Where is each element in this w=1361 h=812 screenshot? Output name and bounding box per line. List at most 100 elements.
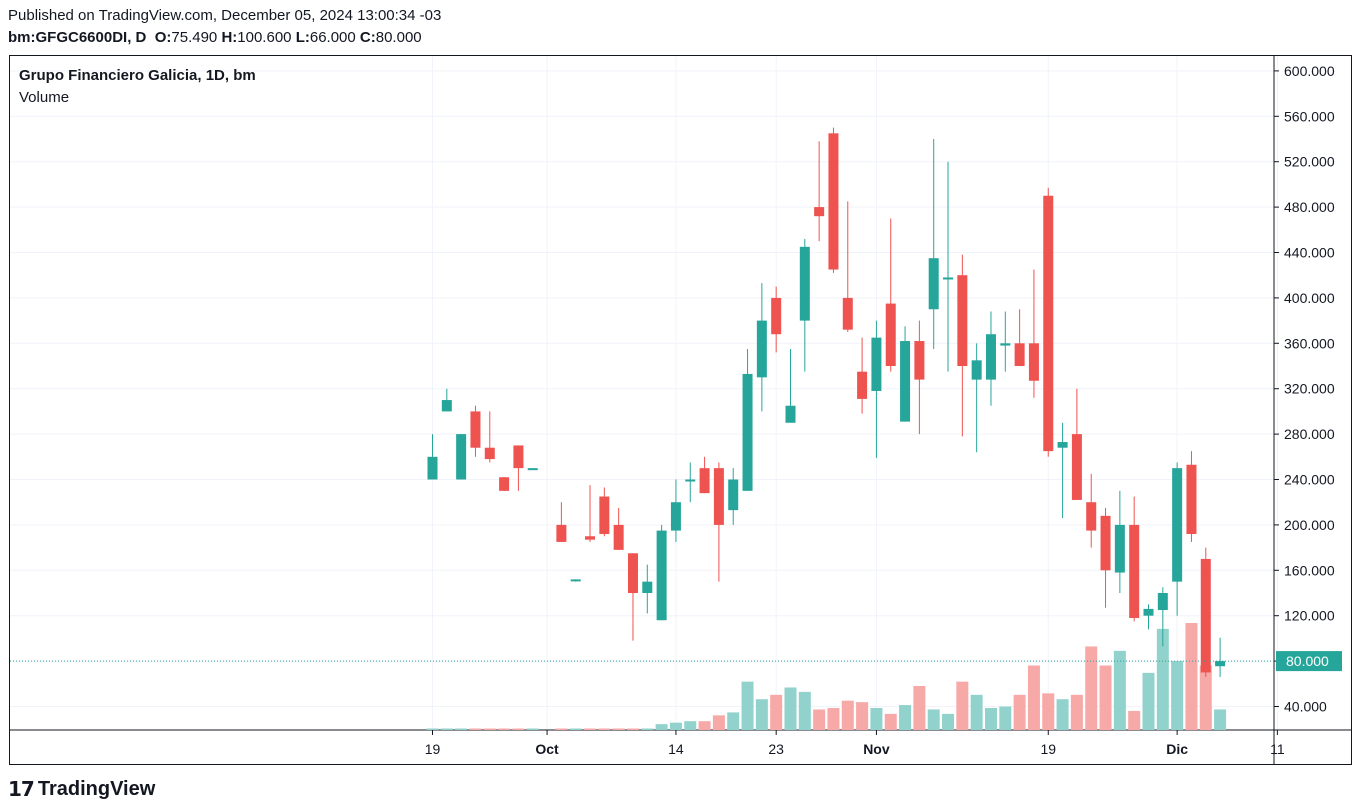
candle-body (1014, 343, 1025, 366)
volume-bar (813, 709, 826, 730)
candle-body (1215, 661, 1226, 667)
time-tick-label: Oct (535, 741, 559, 757)
time-tick-label: 14 (668, 741, 684, 757)
candle-body (613, 524, 624, 550)
candle-body (470, 411, 481, 448)
volume-bar (1113, 650, 1126, 730)
volume-bar (698, 721, 711, 730)
price-tick-label: 480.000 (1284, 199, 1335, 215)
volume-bar (770, 694, 783, 730)
candle-body (771, 297, 782, 335)
candle-body (742, 373, 753, 491)
volume-bar (870, 708, 883, 730)
volume-bar (884, 713, 897, 730)
price-tick-label: 120.000 (1284, 608, 1335, 624)
candle-body (957, 275, 968, 366)
volume-bar (626, 728, 639, 730)
candle-body (914, 341, 925, 380)
volume-bar (856, 702, 869, 730)
candle-body (1086, 502, 1097, 531)
volume-bar (970, 694, 983, 730)
volume-bar (526, 728, 539, 730)
candle-body (670, 502, 681, 531)
time-tick-label: Dic (1166, 741, 1188, 757)
price-tick-label: 560.000 (1284, 108, 1335, 124)
candle-body (585, 536, 596, 540)
volume-bar (669, 722, 682, 730)
price-tick-label: 160.000 (1284, 562, 1335, 578)
volume-bar (1156, 628, 1169, 730)
volume-bar (913, 686, 926, 730)
candle-body (599, 496, 610, 534)
volume-bar (1185, 623, 1198, 730)
tradingview-brand: TradingView (37, 777, 156, 800)
candle-body (871, 337, 882, 391)
volume-bar (569, 728, 582, 730)
time-tick-label: 11 (1270, 741, 1285, 757)
volume-bar (512, 728, 525, 730)
candle-body (971, 360, 982, 380)
price-tick-label: 40.000 (1284, 699, 1327, 715)
candle-body (900, 341, 911, 422)
chart-title: Grupo Financiero Galicia, 1D, bm (19, 67, 256, 84)
volume-bar (1042, 693, 1055, 730)
candle-body (1157, 593, 1168, 611)
volume-bar (440, 728, 453, 730)
volume-bar (1085, 646, 1098, 730)
volume-bar (455, 728, 468, 730)
candle-body (1000, 343, 1011, 346)
tradingview-logo[interactable]: 17 TradingView (8, 777, 155, 801)
candle-body (1129, 524, 1140, 618)
ohlc-line: bm:GFGC6600DI, D O:75.490 H:100.600 L:66… (8, 29, 422, 46)
candle-body (842, 297, 853, 330)
volume-bar (1013, 694, 1026, 730)
volume-bar (584, 728, 597, 730)
volume-bar (741, 681, 754, 730)
last-price-badge (1276, 651, 1342, 672)
volume-bar (1199, 665, 1212, 730)
candle-body (656, 530, 667, 621)
volume-bar (1099, 665, 1112, 730)
price-tick-label: 520.000 (1284, 154, 1335, 170)
last-price-label: 80.000 (1286, 653, 1329, 669)
volume-bar (612, 728, 625, 730)
candle-body (728, 479, 739, 511)
candle-body (713, 468, 724, 525)
tradingview-logo-icon: 17 (8, 777, 35, 801)
volume-bar (927, 709, 940, 730)
candle-body (1028, 343, 1039, 381)
candle-body (1043, 195, 1054, 452)
volume-bar (899, 705, 912, 730)
volume-bar (1171, 661, 1184, 730)
candle-body (1200, 558, 1211, 673)
open-value: 75.490 (171, 29, 218, 46)
low-label: L: (295, 29, 310, 46)
volume-bar (1142, 672, 1155, 730)
volume-bar (655, 724, 668, 730)
candle-body (441, 400, 452, 412)
volume-bar (1027, 665, 1040, 730)
chart-frame[interactable] (9, 55, 1352, 765)
candle-body (985, 334, 996, 380)
volume-bar (498, 728, 511, 730)
price-tick-label: 280.000 (1284, 426, 1335, 442)
candle-body (756, 320, 767, 378)
candle-body (785, 405, 796, 423)
candle-body (828, 133, 839, 270)
candle-body (427, 456, 438, 480)
volume-bar (641, 728, 654, 730)
candle-body (627, 553, 638, 593)
candle-body (1143, 608, 1154, 616)
volume-bar (755, 699, 768, 730)
volume-bar (1214, 709, 1227, 730)
volume-bar (684, 721, 697, 730)
candle-body (885, 303, 896, 366)
price-tick-label: 200.000 (1284, 517, 1335, 533)
volume-bar (555, 728, 568, 730)
candle-body (799, 246, 810, 321)
volume-bar (798, 691, 811, 730)
volume-bar (942, 713, 955, 730)
candle-body (484, 447, 495, 460)
candle-body (556, 524, 567, 542)
